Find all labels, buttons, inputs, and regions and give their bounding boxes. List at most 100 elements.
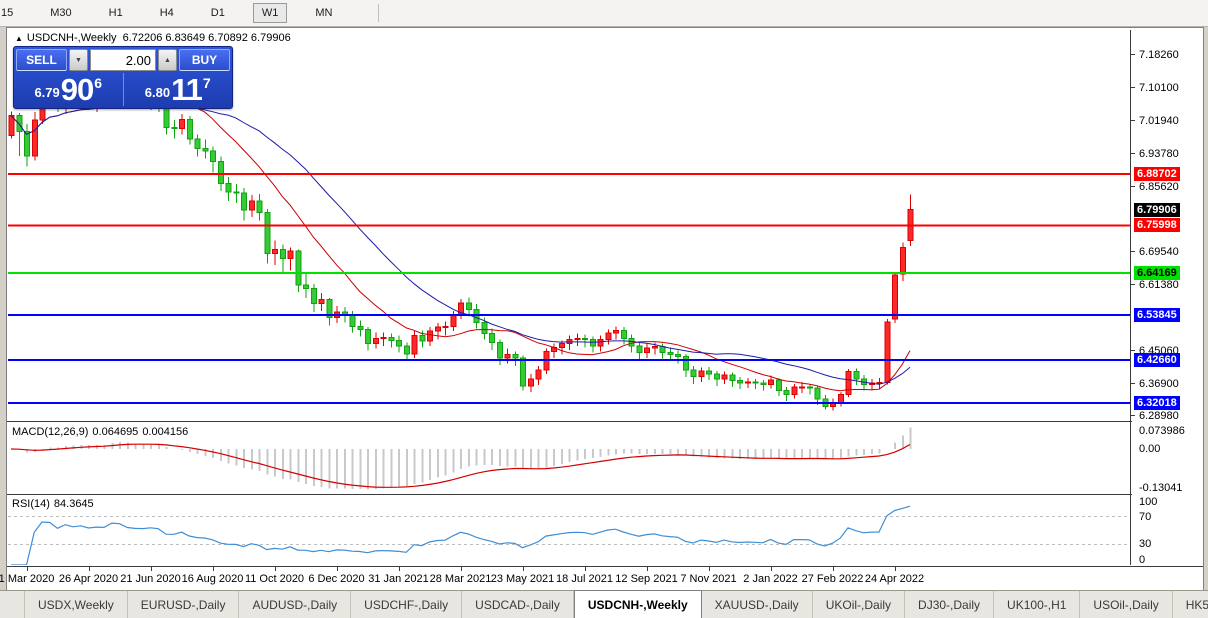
- macd-axis-label: -0.13041: [1139, 482, 1183, 494]
- timeframe-button-d1[interactable]: D1: [210, 7, 225, 19]
- chart-tab-audusd-[interactable]: AUDUSD-,Daily: [239, 591, 352, 618]
- date-tick-mark: [460, 567, 462, 571]
- date-tick-label: 11 Oct 2020: [244, 573, 305, 585]
- date-tick-label: 2 Jan 2022: [743, 573, 798, 585]
- volume-decrease-button[interactable]: ▼: [69, 49, 88, 71]
- price-tick-mark: [1130, 251, 1135, 253]
- date-tick-mark: [584, 567, 586, 571]
- bid-price-display[interactable]: 6.79 90 6: [14, 73, 124, 106]
- date-tick-mark: [770, 567, 772, 571]
- timeframe-button-h4[interactable]: H4: [159, 7, 174, 19]
- hline-price-label[interactable]: 6.75998: [1134, 218, 1180, 233]
- price-tick-mark: [1130, 87, 1135, 89]
- date-tick-mark: [708, 567, 710, 571]
- rsi-label: RSI(14) 84.3645: [12, 498, 98, 510]
- chart-tab-xauusd-[interactable]: XAUUSD-,Daily: [702, 591, 813, 618]
- hline-price-label[interactable]: 6.32018: [1134, 396, 1180, 411]
- date-tick-mark: [522, 567, 524, 571]
- hline-price-label[interactable]: 6.88702: [1134, 166, 1180, 181]
- ohlc-low: 6.70892: [208, 32, 248, 44]
- date-tick-label: 31 Jan 2021: [368, 573, 429, 585]
- hline-price-label[interactable]: 6.53845: [1134, 307, 1180, 322]
- date-tick-label: 6 Dec 2020: [308, 573, 365, 585]
- ask-price-prefix: 6.80: [144, 85, 171, 100]
- date-tick-label: 16 Aug 2020: [181, 573, 244, 585]
- chart-tab-dj30-[interactable]: DJ30-,Daily: [905, 591, 995, 618]
- date-tick-mark: [894, 567, 896, 571]
- bid-price-sup: 6: [94, 75, 103, 91]
- ask-price-display[interactable]: 6.80 11 7: [124, 73, 233, 106]
- volume-increase-button[interactable]: ▲: [158, 49, 177, 71]
- date-tick-label: 28 Mar 2021: [429, 573, 492, 585]
- ask-price-sup: 7: [202, 75, 211, 91]
- date-tick-label: 23 May 2021: [490, 573, 555, 585]
- timeframe-toolbar: 15 M30 H1 H4 D1 W1 MN: [0, 0, 1208, 27]
- timeframe-button-m30[interactable]: M30: [50, 7, 72, 19]
- price-tick-label: 7.18260: [1139, 48, 1179, 61]
- price-tick-mark: [1130, 186, 1135, 188]
- bid-price-prefix: 6.79: [34, 85, 60, 100]
- macd-name: MACD(12,26,9): [12, 426, 89, 438]
- chart-tab-usdchf-[interactable]: USDCHF-,Daily: [351, 591, 463, 618]
- price-tick-label: 7.10100: [1139, 81, 1179, 94]
- chart-title: ▲ USDCNH-,Weekly 6.72206 6.83649 6.70892 6.7…: [15, 32, 294, 44]
- chart-tab-ukoil-[interactable]: UKOil-,Daily: [813, 591, 906, 618]
- price-axis-line: [1130, 30, 1131, 565]
- date-tick-label: 7 Nov 2021: [680, 573, 737, 585]
- volume-input[interactable]: [90, 49, 156, 71]
- date-tick-mark: [274, 567, 276, 571]
- date-tick-label: 1 Mar 2020: [0, 573, 55, 585]
- rsi-axis-label: 70: [1139, 510, 1152, 523]
- chart-tab-usdx[interactable]: USDX,Weekly: [24, 591, 128, 618]
- panel-separator[interactable]: [7, 421, 1203, 422]
- triangle-up-icon: ▲: [164, 56, 171, 64]
- macd-label: MACD(12,26,9) 0.064695 0.004156: [12, 426, 192, 438]
- chart-symbol-label: USDCNH-,Weekly: [26, 32, 117, 44]
- sell-button[interactable]: SELL: [16, 49, 67, 71]
- chart-tab-usdcnh-[interactable]: USDCNH-,Weekly: [573, 590, 702, 618]
- panel-separator[interactable]: [7, 494, 1203, 495]
- date-tick-label: 27 Feb 2022: [801, 573, 864, 585]
- macd-main-value: 0.064695: [92, 426, 139, 438]
- price-tick-mark: [1130, 383, 1135, 385]
- rsi-axis-label: 30: [1139, 538, 1152, 551]
- date-tick-mark: [832, 567, 834, 571]
- date-tick-mark: [646, 567, 648, 571]
- timeframe-button-w1[interactable]: W1: [252, 3, 288, 23]
- rsi-panel[interactable]: [8, 496, 1131, 565]
- chart-tab-uk100-[interactable]: UK100-,H1: [994, 591, 1081, 618]
- collapse-panel-icon[interactable]: ▲: [15, 34, 23, 43]
- price-tick-label: 6.36900: [1139, 377, 1179, 390]
- chart-tab-eurusd-[interactable]: EURUSD-,Daily: [128, 591, 240, 618]
- date-tick-mark: [336, 567, 338, 571]
- one-click-trading-panel: SELL ▼ ▲ BUY 6.79 90 6 6.80 11 7: [13, 46, 233, 109]
- chart-window: ▲ USDCNH-,Weekly 6.72206 6.83649 6.70892 6.7…: [0, 27, 1204, 591]
- bid-price-big: 90: [60, 72, 94, 107]
- price-tick-label: 7.01940: [1139, 114, 1179, 127]
- date-tick-label: 26 Apr 2020: [58, 573, 119, 585]
- buy-button[interactable]: BUY: [179, 49, 230, 71]
- price-tick-mark: [1130, 415, 1135, 417]
- chart-tab-hk50-[interactable]: HK50-,I: [1173, 591, 1208, 618]
- date-axis[interactable]: 1 Mar 2020 26 Apr 2020 21 Jun 2020 16 Aug 2…: [0, 566, 1203, 591]
- price-scale[interactable]: 7.18260 7.10100 7.01940 6.93780 6.85620 6.695…: [1130, 28, 1203, 566]
- hline-price-label[interactable]: 6.64169: [1134, 266, 1180, 281]
- chart-tab-usdcad-[interactable]: USDCAD-,Daily: [462, 591, 574, 618]
- date-tick-label: 21 Jun 2020: [120, 573, 181, 585]
- ohlc-high: 6.83649: [165, 32, 206, 44]
- ask-price-big: 11: [171, 72, 203, 107]
- price-tick-mark: [1130, 350, 1135, 352]
- price-tick-mark: [1130, 153, 1135, 155]
- timeframe-button-mn[interactable]: MN: [315, 7, 333, 19]
- price-tick-label: 6.85620: [1139, 180, 1179, 193]
- chart-tab-usoil-[interactable]: USOil-,Daily: [1080, 591, 1173, 618]
- current-price-label: 6.79906: [1134, 202, 1180, 217]
- price-tick-mark: [1130, 54, 1135, 56]
- macd-panel[interactable]: [8, 424, 1131, 493]
- timeframe-button-15[interactable]: 15: [1, 7, 14, 19]
- hline-price-label[interactable]: 6.42660: [1134, 353, 1180, 368]
- toolbar-separator: [378, 4, 380, 22]
- timeframe-button-h1[interactable]: H1: [108, 7, 123, 19]
- date-tick-label: 12 Sep 2021: [615, 573, 678, 585]
- date-tick-mark: [150, 567, 152, 571]
